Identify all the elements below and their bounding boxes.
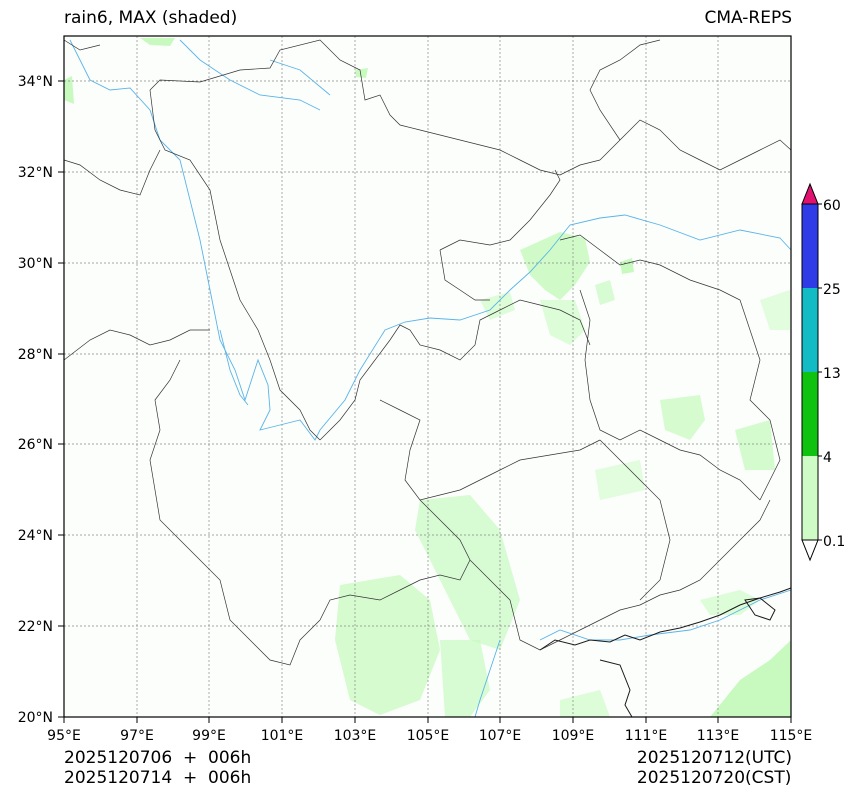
lon-label-111: 111°E [625, 728, 668, 744]
colorbar-label-13: 13 [823, 366, 841, 382]
init-cst: 2025120714 + 006h [64, 768, 252, 788]
lat-label-24: 24°N [18, 528, 53, 544]
lat-ticks [58, 80, 64, 718]
lat-label-28: 28°N [18, 347, 53, 363]
valid-cst: 2025120720(CST) [636, 768, 792, 788]
lon-labels: 95°E 97°E 99°E 101°E 103°E 105°E 107°E 1… [47, 728, 812, 744]
lon-label-103: 103°E [334, 728, 377, 744]
lon-label-105: 105°E [407, 728, 450, 744]
lat-label-22: 22°N [18, 619, 53, 635]
lat-label-26: 26°N [18, 437, 53, 453]
colorbar-01-4 [802, 456, 818, 540]
lon-label-109: 109°E [552, 728, 595, 744]
coastline [539, 587, 792, 718]
lat-label-30: 30°N [18, 256, 53, 272]
model-name: CMA-REPS [704, 8, 792, 28]
valid-utc: 2025120712(UTC) [636, 748, 792, 768]
colorbar-13-25 [802, 288, 818, 372]
colorbar-over-triangle [801, 182, 819, 205]
colorbar-label-4: 4 [823, 450, 832, 466]
graticule [64, 36, 791, 717]
lat-label-20: 20°N [18, 710, 53, 726]
map-title: rain6, MAX (shaded) [64, 8, 238, 28]
init-time-block: 2025120706 + 006h 2025120714 + 006h [64, 748, 251, 788]
rain-shading [64, 38, 791, 717]
init-utc: 2025120706 + 006h [64, 748, 252, 768]
lon-label-95: 95°E [47, 728, 81, 744]
lon-label-113: 113°E [697, 728, 740, 744]
lon-label-115: 115°E [770, 728, 813, 744]
colorbar: 60 25 13 4 0.1 [801, 182, 845, 562]
rivers [69, 39, 792, 718]
borders [63, 39, 792, 666]
lat-label-32: 32°N [18, 165, 53, 181]
lat-labels: 34°N 32°N 30°N 28°N 26°N 24°N 22°N 20°N [18, 74, 53, 726]
lon-label-99: 99°E [192, 728, 226, 744]
lon-ticks [63, 717, 792, 723]
lon-label-97: 97°E [120, 728, 154, 744]
colorbar-label-25: 25 [823, 282, 841, 298]
colorbar-label-0.1: 0.1 [823, 534, 845, 550]
lon-label-101: 101°E [261, 728, 304, 744]
colorbar-4-13 [802, 372, 818, 456]
colorbar-label-60: 60 [823, 198, 841, 214]
valid-time-block: 2025120712(UTC) 2025120720(CST) [637, 748, 792, 788]
colorbar-25-60 [802, 204, 818, 288]
lon-label-107: 107°E [479, 728, 522, 744]
lat-label-34: 34°N [18, 74, 53, 90]
colorbar-under-triangle [801, 539, 819, 562]
